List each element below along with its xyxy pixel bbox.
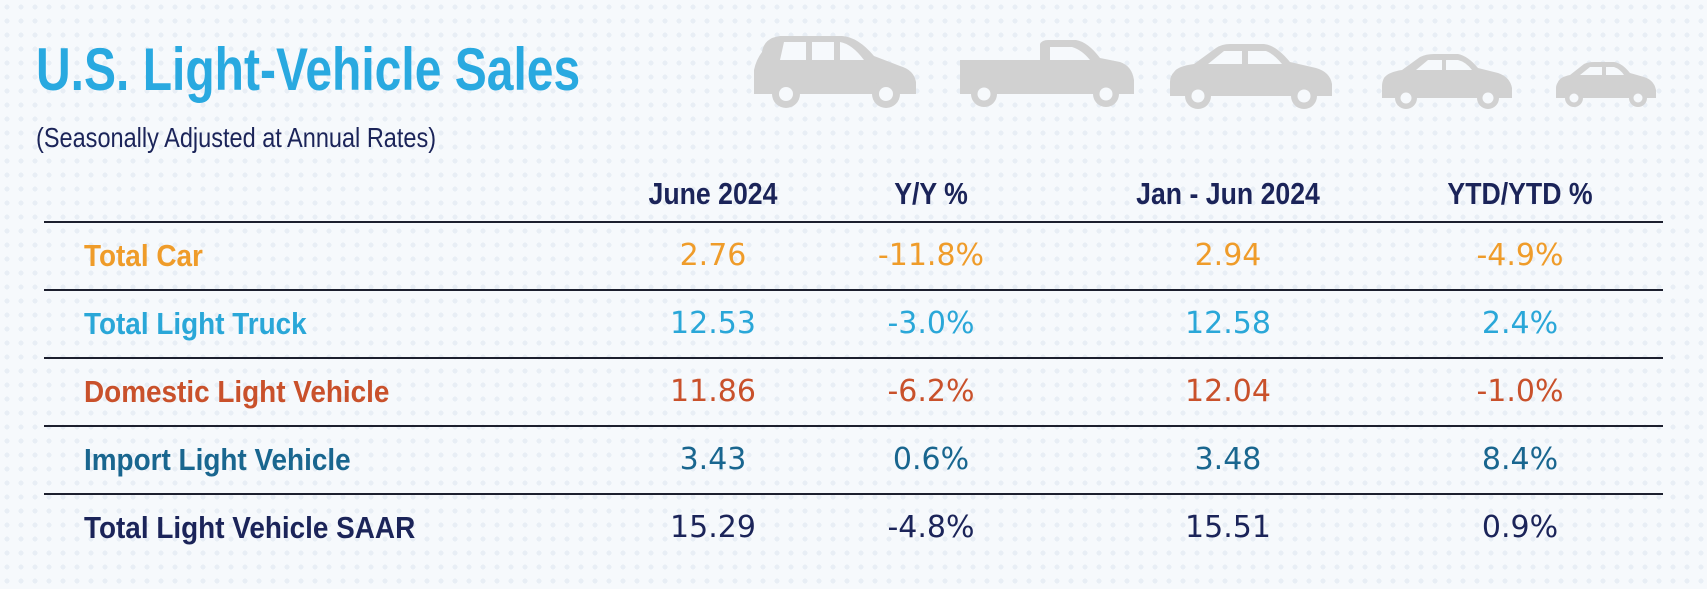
page-title: U.S. Light-Vehicle Sales	[36, 36, 581, 103]
small-car-icon	[1556, 62, 1656, 107]
table-cell-col-yy-pct: 0.6%	[892, 442, 970, 477]
row-label: Import Light Vehicle	[84, 442, 351, 477]
table-cell-col-june-2024: 15.29	[670, 510, 756, 545]
table-cell-col-june-2024: 2.76	[679, 238, 747, 273]
row-divider	[44, 493, 1663, 495]
compact-car-icon	[1382, 54, 1512, 109]
sedan-icon	[1170, 44, 1332, 109]
table-cell-col-yy-pct: -3.0%	[887, 306, 975, 341]
vehicle-silhouettes	[750, 30, 1670, 110]
row-label: Total Car	[84, 238, 203, 273]
table-cell-col-june-2024: 12.53	[670, 306, 756, 341]
table-row: Total Light Truck 12.53 -3.0% 12.58 2.4%	[44, 289, 1663, 357]
table-cell-col-june-2024: 11.86	[670, 374, 756, 409]
page-subtitle: (Seasonally Adjusted at Annual Rates)	[36, 122, 437, 153]
table-row: Total Car 2.76 -11.8% 2.94 -4.9%	[44, 221, 1663, 289]
row-label: Total Light Truck	[84, 306, 307, 341]
row-divider	[44, 357, 1663, 359]
table-cell-col-ytd-pct: -1.0%	[1476, 374, 1564, 409]
table-cell-col-ytd-pct: -4.9%	[1476, 238, 1564, 273]
table-cell-col-jan-jun-2024: 2.94	[1194, 238, 1262, 273]
row-label: Domestic Light Vehicle	[84, 374, 390, 409]
column-header-col-jan-jun-2024: Jan - Jun 2024	[1136, 176, 1320, 211]
column-header-col-june-2024: June 2024	[648, 176, 778, 211]
table-row: Total Light Vehicle SAAR 15.29 -4.8% 15.51 0…	[44, 493, 1663, 561]
pickup-truck-icon	[960, 40, 1134, 107]
row-divider	[44, 289, 1663, 291]
column-header-col-yy-pct: Y/Y %	[894, 176, 968, 211]
table-cell-col-yy-pct: -11.8%	[877, 238, 985, 273]
column-header-col-ytd-pct: YTD/YTD %	[1447, 176, 1593, 211]
table-cell-col-ytd-pct: 8.4%	[1481, 442, 1559, 477]
table-cell-col-june-2024: 3.43	[679, 442, 747, 477]
table-cell-col-jan-jun-2024: 3.48	[1194, 442, 1262, 477]
minivan-icon	[754, 36, 916, 108]
row-divider	[44, 425, 1663, 427]
table-cell-col-jan-jun-2024: 12.04	[1185, 374, 1271, 409]
table-cell-col-jan-jun-2024: 12.58	[1185, 306, 1271, 341]
table-cell-col-yy-pct: -6.2%	[887, 374, 975, 409]
table-cell-col-yy-pct: -4.8%	[887, 510, 975, 545]
row-divider	[44, 221, 1663, 223]
table-row: Domestic Light Vehicle 11.86 -6.2% 12.04 -1.…	[44, 357, 1663, 425]
table-cell-col-jan-jun-2024: 15.51	[1185, 510, 1271, 545]
table-cell-col-ytd-pct: 0.9%	[1481, 510, 1559, 545]
table-row: Import Light Vehicle 3.43 0.6% 3.48 8.4%	[44, 425, 1663, 493]
table-cell-col-ytd-pct: 2.4%	[1481, 306, 1559, 341]
row-label: Total Light Vehicle SAAR	[84, 510, 416, 545]
